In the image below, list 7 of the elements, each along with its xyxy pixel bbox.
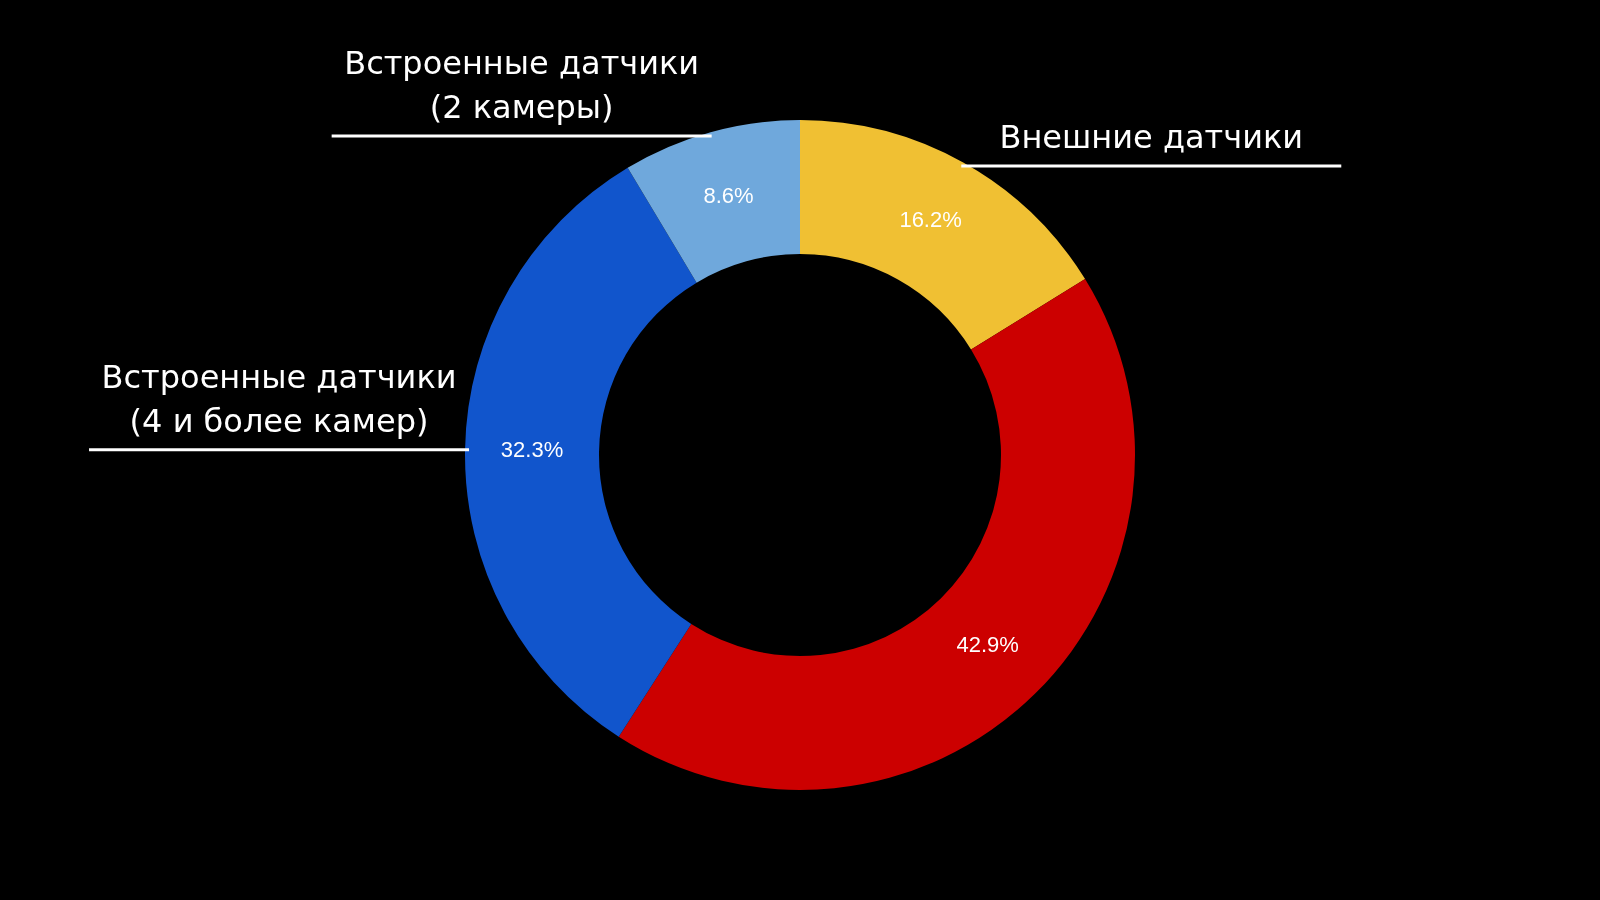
data-label: 42.9% [956,632,1019,658]
slice-label: Встроенные датчики (2 камеры) [344,44,700,127]
data-label: 32.3% [500,436,564,462]
slice-label: Встроенные датчики (4 и более камер) [101,358,457,441]
slice-label: Внешние датчики [999,118,1304,157]
data-label: 16.2% [899,207,962,233]
data-label: 8.6% [703,182,754,208]
